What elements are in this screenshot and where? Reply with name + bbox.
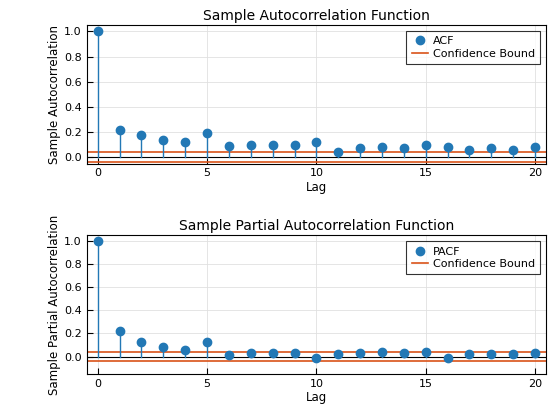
- PACF: [160, 345, 167, 350]
- PACF: [291, 351, 298, 356]
- ACF: [422, 142, 429, 147]
- PACF: [116, 328, 123, 333]
- Y-axis label: Sample Autocorrelation: Sample Autocorrelation: [48, 25, 62, 164]
- PACF: [313, 355, 320, 360]
- PACF: [510, 352, 516, 357]
- Line: ACF: ACF: [94, 27, 539, 156]
- ACF: [488, 146, 494, 151]
- Line: PACF: PACF: [94, 237, 539, 362]
- PACF: [466, 352, 473, 357]
- PACF: [138, 339, 145, 344]
- PACF: [357, 351, 363, 356]
- PACF: [248, 351, 254, 356]
- ACF: [269, 142, 276, 147]
- Title: Sample Partial Autocorrelation Function: Sample Partial Autocorrelation Function: [179, 219, 454, 233]
- PACF: [182, 347, 189, 352]
- ACF: [226, 143, 232, 148]
- ACF: [510, 147, 516, 152]
- ACF: [116, 127, 123, 132]
- PACF: [204, 339, 211, 344]
- ACF: [379, 144, 385, 150]
- Legend: PACF, Confidence Bound: PACF, Confidence Bound: [406, 241, 540, 274]
- ACF: [313, 139, 320, 144]
- PACF: [444, 355, 451, 360]
- Title: Sample Autocorrelation Function: Sample Autocorrelation Function: [203, 9, 430, 23]
- ACF: [248, 142, 254, 147]
- ACF: [182, 139, 189, 144]
- ACF: [204, 131, 211, 136]
- PACF: [400, 351, 407, 356]
- ACF: [531, 144, 538, 150]
- ACF: [444, 144, 451, 150]
- Y-axis label: Sample Partial Autocorrelation: Sample Partial Autocorrelation: [48, 215, 62, 395]
- PACF: [95, 239, 101, 244]
- ACF: [138, 132, 145, 137]
- PACF: [379, 349, 385, 354]
- PACF: [226, 353, 232, 358]
- ACF: [335, 150, 342, 155]
- Legend: ACF, Confidence Bound: ACF, Confidence Bound: [406, 31, 540, 64]
- ACF: [291, 142, 298, 147]
- PACF: [269, 351, 276, 356]
- PACF: [422, 349, 429, 354]
- ACF: [400, 146, 407, 151]
- X-axis label: Lag: Lag: [306, 391, 327, 404]
- PACF: [531, 351, 538, 356]
- ACF: [357, 146, 363, 151]
- PACF: [488, 352, 494, 357]
- X-axis label: Lag: Lag: [306, 181, 327, 194]
- ACF: [466, 147, 473, 152]
- ACF: [160, 137, 167, 142]
- ACF: [95, 29, 101, 34]
- PACF: [335, 352, 342, 357]
